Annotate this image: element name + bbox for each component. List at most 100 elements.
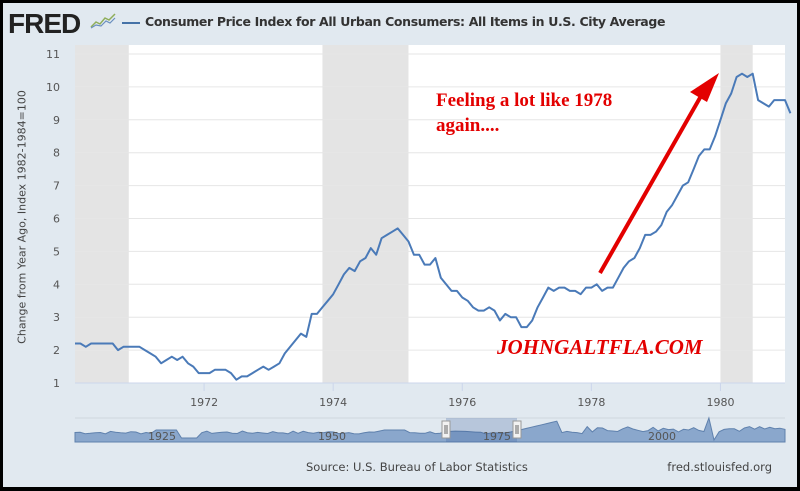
- data-point: [580, 293, 582, 295]
- data-point: [677, 195, 679, 197]
- data-point: [564, 287, 566, 289]
- data-point: [553, 290, 555, 292]
- data-point: [392, 231, 394, 233]
- data-point: [424, 264, 426, 266]
- data-point: [440, 277, 442, 279]
- data-point: [483, 310, 485, 312]
- data-point: [467, 300, 469, 302]
- data-point: [612, 287, 614, 289]
- recession-band: [322, 45, 409, 383]
- data-point: [268, 369, 270, 371]
- y-tick-label: 11: [46, 48, 60, 61]
- data-point: [478, 310, 480, 312]
- data-point: [451, 290, 453, 292]
- data-point: [548, 287, 550, 289]
- data-point: [714, 135, 716, 137]
- data-point: [236, 379, 238, 381]
- data-point: [634, 257, 636, 259]
- data-point: [790, 112, 792, 114]
- data-point: [526, 326, 528, 328]
- data-point: [569, 290, 571, 292]
- data-point: [693, 168, 695, 170]
- data-point: [219, 369, 221, 371]
- data-point: [101, 343, 103, 345]
- data-point: [343, 274, 345, 276]
- data-point: [311, 313, 313, 315]
- data-point: [359, 260, 361, 262]
- data-point: [531, 320, 533, 322]
- drag-handle-icon[interactable]: [441, 420, 451, 439]
- data-point: [96, 343, 98, 345]
- data-point: [402, 234, 404, 236]
- data-point: [445, 284, 447, 286]
- data-point: [698, 155, 700, 157]
- data-point: [386, 234, 388, 236]
- data-point: [591, 287, 593, 289]
- plot-area: [75, 45, 785, 383]
- drag-handle-icon[interactable]: [512, 420, 522, 439]
- data-point: [763, 103, 765, 105]
- data-point: [709, 149, 711, 151]
- data-point: [521, 326, 523, 328]
- data-point: [429, 264, 431, 266]
- data-point: [305, 336, 307, 338]
- data-point: [327, 300, 329, 302]
- data-point: [601, 290, 603, 292]
- data-point: [779, 99, 781, 101]
- data-point: [574, 290, 576, 292]
- navigator-tick: 1950: [318, 430, 346, 443]
- fred-logo[interactable]: FRED: [8, 8, 81, 39]
- data-point: [155, 356, 157, 358]
- y-tick-label: 10: [46, 81, 60, 94]
- x-tick-label: 1974: [319, 396, 347, 409]
- data-point: [752, 73, 754, 75]
- data-point: [623, 267, 625, 269]
- data-point: [472, 307, 474, 309]
- navigator[interactable]: 1925 1950 1975 2000: [74, 416, 786, 443]
- data-point: [80, 343, 82, 345]
- data-point: [349, 267, 351, 269]
- data-point: [241, 376, 243, 378]
- data-point: [488, 307, 490, 309]
- y-tick-label: 9: [53, 114, 60, 127]
- data-point: [128, 346, 130, 348]
- data-point: [671, 205, 673, 207]
- data-point: [617, 277, 619, 279]
- data-point: [182, 356, 184, 358]
- data-point: [289, 346, 291, 348]
- data-point: [510, 316, 512, 318]
- data-point: [332, 293, 334, 295]
- data-point: [144, 349, 146, 351]
- navigator-selection[interactable]: [446, 418, 517, 442]
- data-point: [273, 366, 275, 368]
- data-point: [150, 353, 152, 355]
- data-point: [193, 366, 195, 368]
- x-tick-label: 1976: [448, 396, 476, 409]
- data-point: [365, 257, 367, 259]
- data-point: [284, 353, 286, 355]
- data-point: [322, 307, 324, 309]
- x-tick-label: 1972: [190, 396, 218, 409]
- data-point: [456, 290, 458, 292]
- data-point: [85, 346, 87, 348]
- data-point: [171, 356, 173, 358]
- data-point: [106, 343, 108, 345]
- data-point: [74, 343, 76, 345]
- annotation-headline: Feeling a lot like 1978: [436, 90, 612, 111]
- data-point: [112, 343, 114, 345]
- data-point: [176, 359, 178, 361]
- watermark: JOHNGALTFLA.COM: [496, 335, 704, 359]
- site-link[interactable]: fred.stlouisfed.org: [667, 460, 772, 474]
- data-point: [214, 369, 216, 371]
- recession-band: [75, 45, 129, 383]
- red-arrow-icon: [598, 73, 719, 274]
- data-point: [338, 284, 340, 286]
- data-point: [747, 76, 749, 78]
- data-point: [650, 234, 652, 236]
- y-tick-label: 8: [53, 147, 60, 160]
- data-point: [300, 333, 302, 335]
- data-point: [123, 346, 125, 348]
- data-point: [784, 99, 786, 101]
- data-point: [133, 346, 135, 348]
